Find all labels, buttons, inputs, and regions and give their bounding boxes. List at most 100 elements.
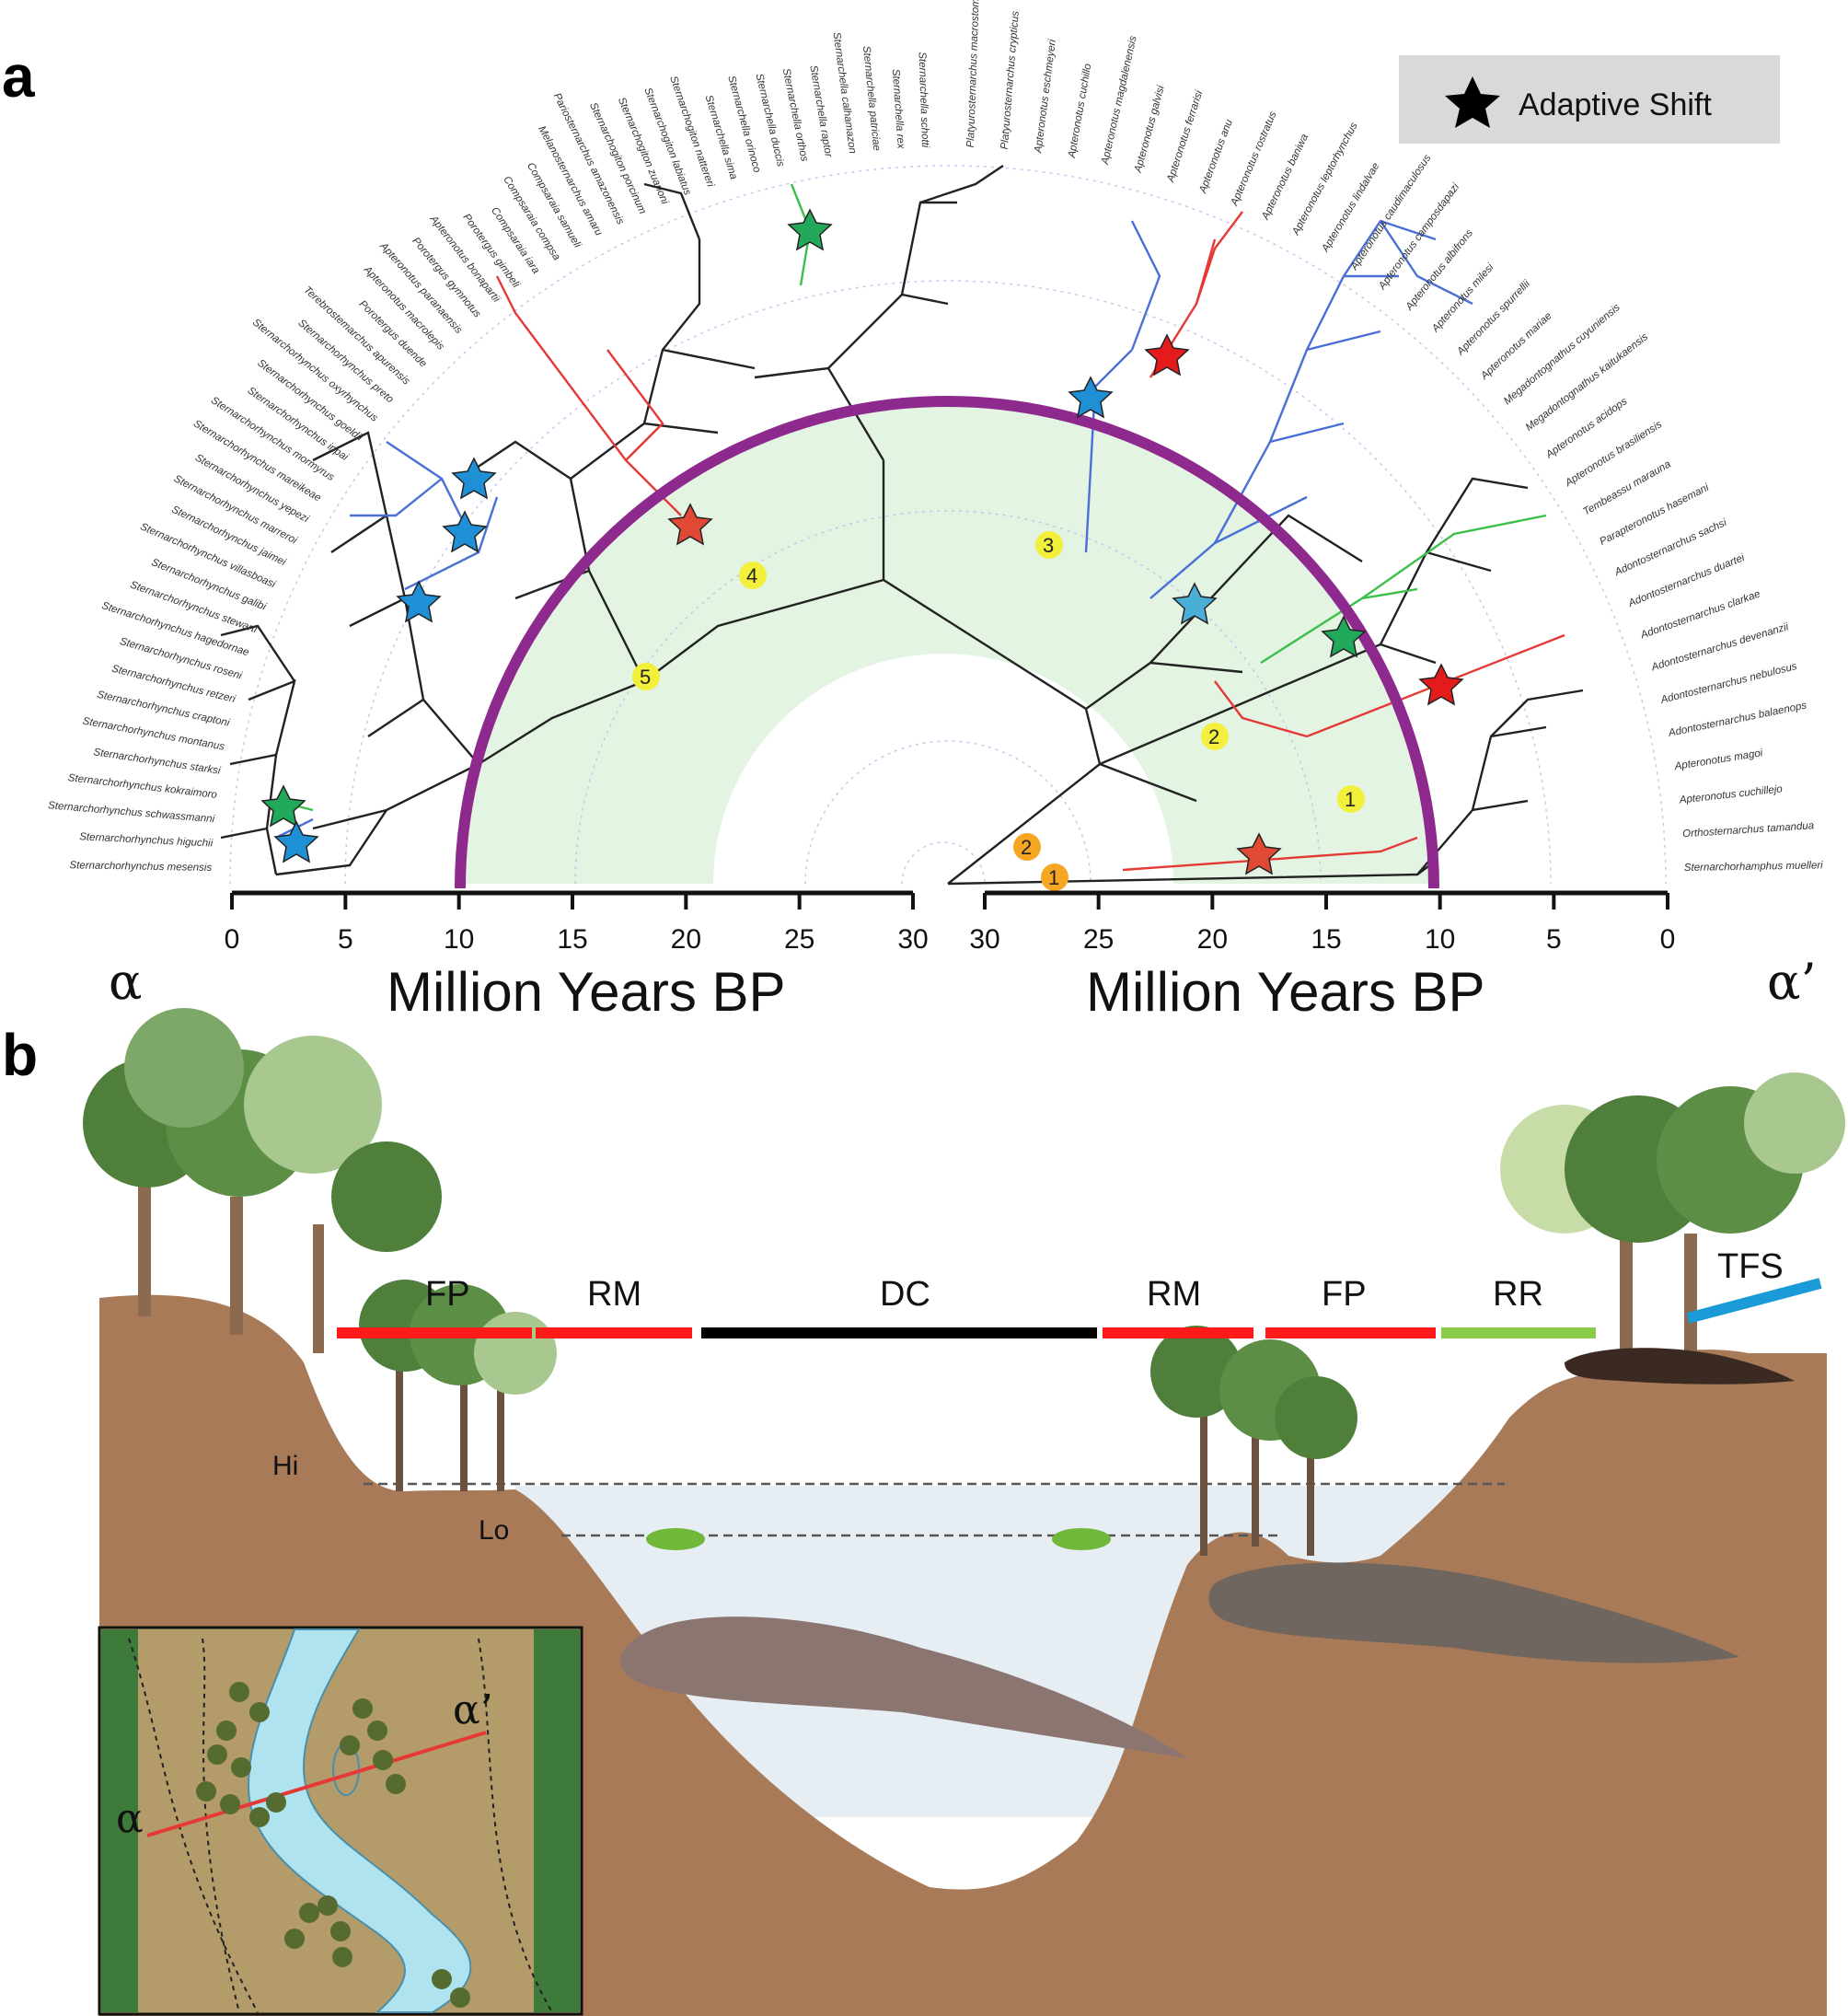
right-taxon-label: Adontosternarchus balaenops <box>1667 700 1808 739</box>
star-icon-blue-5 <box>273 820 319 863</box>
inset-alpha-right: α’ <box>453 1686 493 1733</box>
left-taxon-label: Sternarchella orthos <box>780 67 810 162</box>
right-taxon-label: Apteronotus camposdapazi <box>1376 181 1461 293</box>
floating-plants-left <box>646 1528 705 1550</box>
alpha-right-label: α’ <box>1767 953 1817 1011</box>
node-marker-2-right <box>1201 723 1229 750</box>
zone-label-fp-left: FP <box>425 1275 470 1314</box>
inset-dashed-line-middle <box>202 1638 240 2013</box>
left-taxon-label: Sternarchorhynchus mesensis <box>69 860 212 874</box>
node-num-1-right: 1 <box>1345 788 1356 811</box>
left-taxon-label: Compsaraia samueli <box>525 161 583 250</box>
right-taxon-label: Sternarchorhamphus muelleri <box>1684 860 1823 874</box>
node-marker-3 <box>1035 531 1063 559</box>
inset-transect-line <box>146 1731 487 1837</box>
left-taxon-label: Sternarchorhynchus kokraimoro <box>67 772 218 801</box>
left-taxon-label: Sternarchella rex <box>890 68 907 150</box>
left-axis-tick-label-6: 30 <box>897 924 928 955</box>
forest-middle <box>1150 1326 1357 1556</box>
star-icon-green-2 <box>260 784 306 828</box>
right-axis-tick-label-1: 25 <box>1083 924 1114 955</box>
adaptive-shift-stars <box>260 208 1464 875</box>
left-taxon-label: Sternarchorhynchus higuchii <box>79 831 214 849</box>
left-taxon-label: Sternarchorhynchus galibi <box>150 557 268 613</box>
right-taxon-label: Megadontognathus cuyuniensis <box>1502 302 1623 407</box>
alpha-left-label: α <box>109 953 142 1011</box>
inset-forest-left <box>101 1629 138 2012</box>
left-axis-tick-label-1: 5 <box>338 924 353 955</box>
fish-top-right <box>1565 1348 1795 1385</box>
zone-label-dc: DC <box>880 1275 930 1314</box>
fish-right <box>1208 1562 1739 1663</box>
right-taxon-label: Apteronotus magdalenensis <box>1100 35 1139 167</box>
time-arc <box>455 396 1439 889</box>
left-axis: 0 5 10 15 20 25 30 Million Years BP <box>225 890 929 1023</box>
node-num-3: 3 <box>1043 534 1054 557</box>
right-taxon-label: Apteronotus cuchillejo <box>1678 783 1784 805</box>
inset-alpha-left: α <box>116 1795 144 1842</box>
node-numbers: 3 4 5 2 1 2 1 <box>640 534 1356 889</box>
star-icon-red-3 <box>1418 663 1464 706</box>
zone-label-rm-left: RM <box>587 1275 641 1314</box>
floating-plants-right <box>1052 1528 1111 1550</box>
shaded-time-band <box>460 396 1436 884</box>
inset-trees <box>196 1682 470 2008</box>
left-taxon-label: Compsaraia compsa <box>501 175 561 263</box>
right-axis-tick-label-6: 0 <box>1660 924 1676 955</box>
right-taxon-label: Apteronotus galvisi <box>1133 84 1167 174</box>
panel-b-letter: b <box>2 1022 38 1088</box>
left-axis-tick-label-5: 25 <box>784 924 814 955</box>
right-taxon-label: Platyurosternarchus crypticus <box>999 10 1022 150</box>
star-icon <box>1445 76 1500 128</box>
node-marker-1-orange <box>1041 863 1068 891</box>
right-taxon-label: Apteronotus eschmeyeri <box>1033 39 1058 155</box>
left-taxon-label: Sternarchella calhamazon <box>830 31 858 154</box>
left-taxon-label: Porotergus duende <box>357 298 429 369</box>
inset-river <box>247 1628 472 2013</box>
star-icon-red-1 <box>1144 333 1190 377</box>
node-markers <box>632 531 1365 891</box>
zone-label-rr: RR <box>1493 1275 1543 1314</box>
node-num-1-orange: 1 <box>1048 866 1059 889</box>
left-axis-label: Million Years BP <box>387 961 786 1023</box>
node-marker-4 <box>739 562 767 589</box>
node-num-5: 5 <box>640 666 651 689</box>
right-axis-label: Million Years BP <box>1086 961 1485 1023</box>
inset-map: α α’ <box>98 1626 583 2016</box>
lo-label: Lo <box>479 1515 509 1546</box>
right-axis-tick-label-2: 20 <box>1197 924 1228 955</box>
star-icon-red-2 <box>667 503 713 546</box>
zone-bar-tfs <box>1686 1278 1822 1324</box>
star-icon-red-4 <box>1236 832 1282 875</box>
left-taxon-label: Sternarchorhynchus stewarti <box>129 579 260 635</box>
right-taxon-label: Apteronotus magoi <box>1673 747 1764 772</box>
left-taxon-label: Sternarchella schotti <box>916 52 930 148</box>
legend-label: Adaptive Shift <box>1519 87 1712 122</box>
inset-forest-right <box>534 1629 580 2012</box>
left-taxon-label: Porotergus gimbeli <box>460 212 521 290</box>
left-taxon-label: Sternarchorhynchus hagedornae <box>100 600 250 658</box>
node-num-2-right: 2 <box>1208 725 1219 748</box>
fish-left <box>620 1616 1187 1758</box>
left-taxon-label: Sternarchorhynchus starksi <box>93 747 222 777</box>
right-taxon-label: Apteronotus anu <box>1197 118 1235 196</box>
zone-label-fp-right: FP <box>1322 1275 1367 1314</box>
right-taxon-label: Orthosternarchus tamandua <box>1682 820 1815 840</box>
right-axis-ticks: 30 25 20 15 10 5 0 <box>969 893 1675 955</box>
star-icon-blue-1 <box>1068 376 1114 419</box>
inset-dashed-line-left <box>128 1638 259 2013</box>
left-axis-ticks: 0 5 10 15 20 25 30 <box>225 893 929 955</box>
zone-label-rm-right: RM <box>1147 1275 1201 1314</box>
node-marker-2-orange <box>1013 833 1041 861</box>
left-axis-tick-label-0: 0 <box>225 924 240 955</box>
node-num-4: 4 <box>746 564 757 587</box>
inset-dashed-line-right <box>478 1638 553 2013</box>
star-icon-green-1 <box>787 208 833 251</box>
right-axis: 30 25 20 15 10 5 0 Million Years BP <box>969 890 1675 1023</box>
right-taxon-label: Apteronotus ferrarisi <box>1165 89 1206 185</box>
right-taxon-label: Platyurosternarchus macrostoma <box>965 0 982 148</box>
habitat-zones: FP RM DC RM FP RR TFS <box>337 1247 1822 1338</box>
left-taxon-label: Sternarchogiton porcinum <box>587 101 648 216</box>
right-axis-tick-label-5: 5 <box>1546 924 1562 955</box>
